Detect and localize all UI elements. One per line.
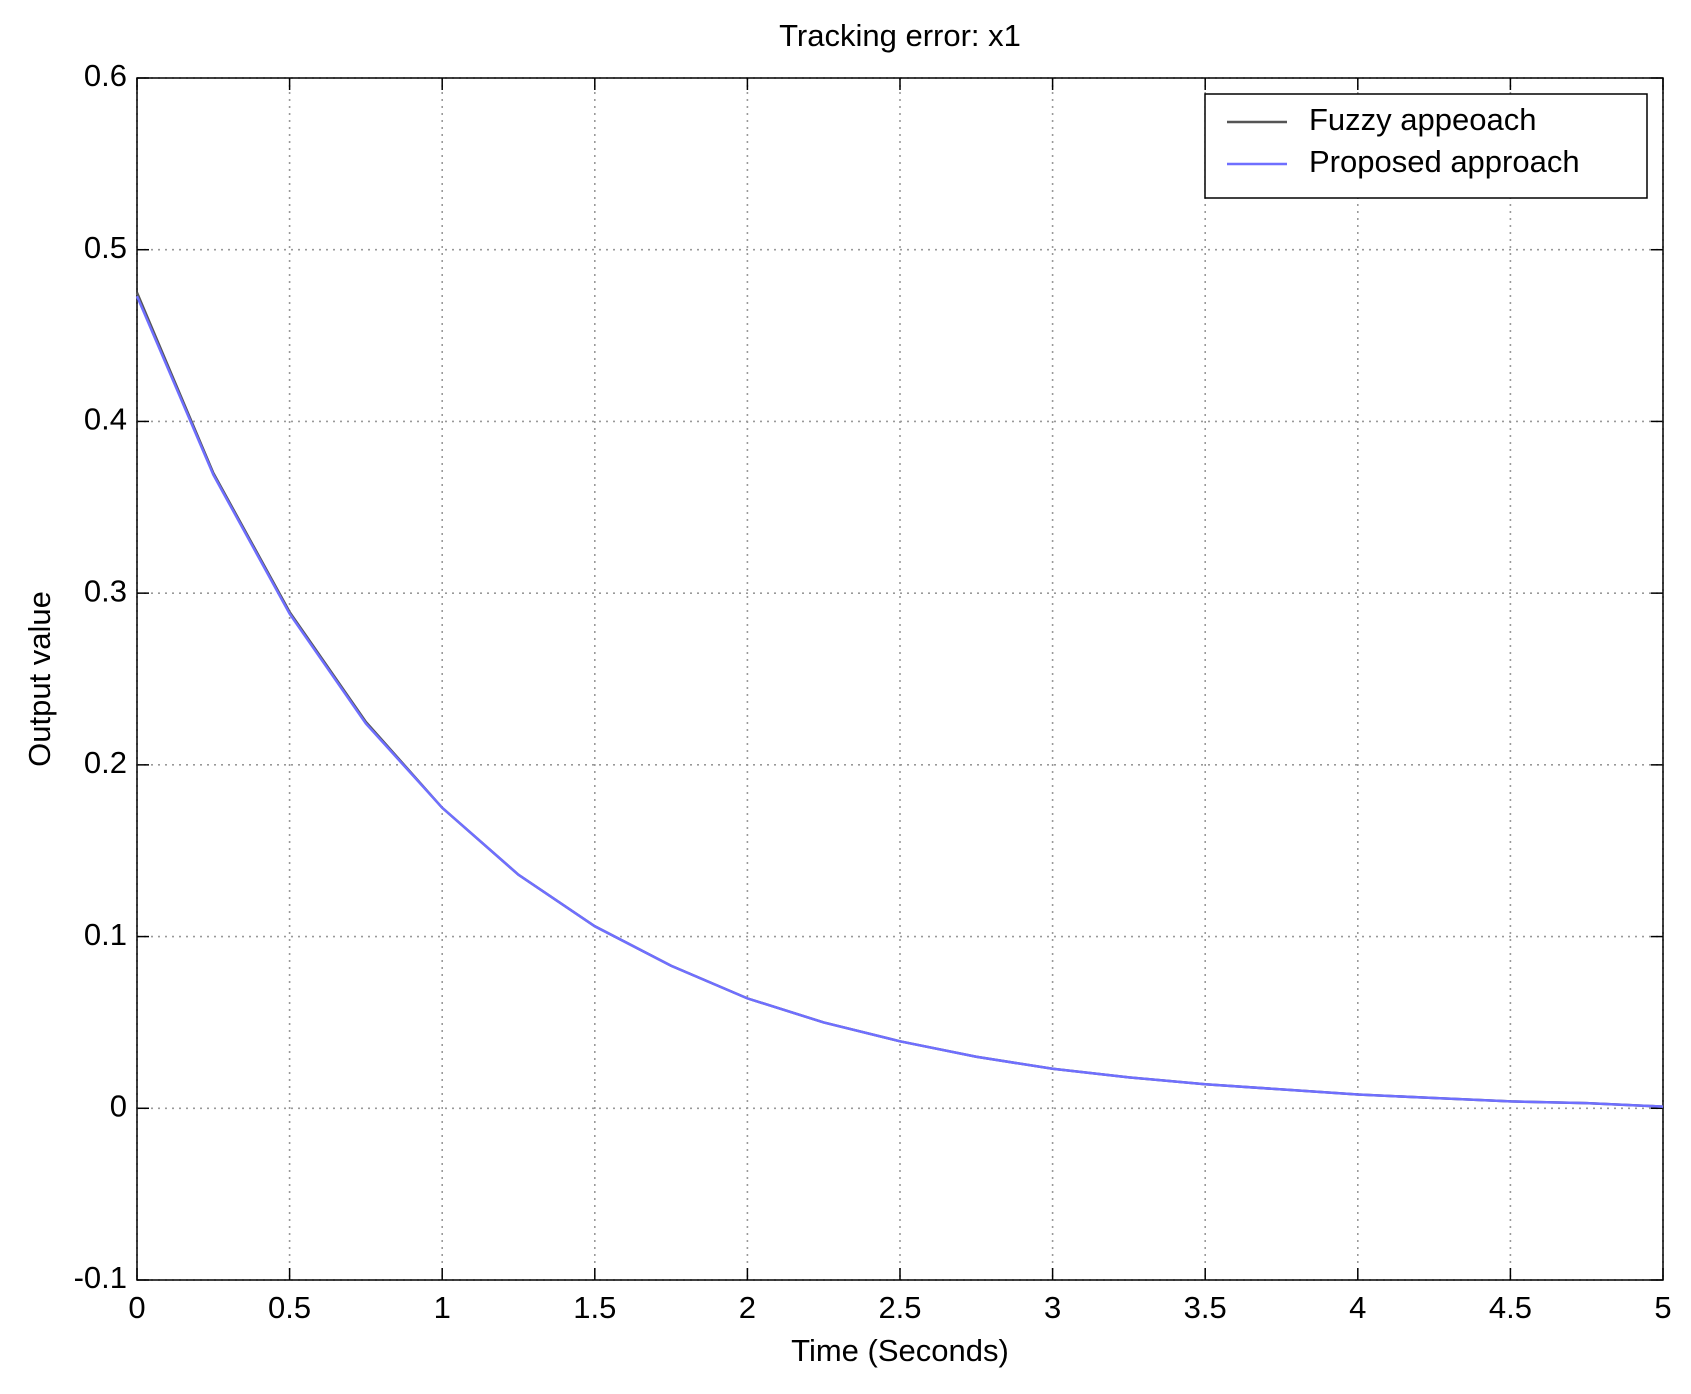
x-tick-label: 3 bbox=[1044, 1290, 1061, 1325]
y-tick-label: 0.5 bbox=[84, 230, 127, 265]
x-tick-label: 2.5 bbox=[878, 1290, 921, 1325]
x-tick-label: 5 bbox=[1654, 1290, 1671, 1325]
x-tick-label: 2 bbox=[739, 1290, 756, 1325]
x-tick-label: 3.5 bbox=[1184, 1290, 1227, 1325]
chart-title: Tracking error: x1 bbox=[779, 18, 1021, 53]
x-tick-label: 1 bbox=[434, 1290, 451, 1325]
x-tick-label: 0.5 bbox=[268, 1290, 311, 1325]
y-tick-label: 0.3 bbox=[84, 573, 127, 608]
y-tick-label: 0.2 bbox=[84, 745, 127, 780]
y-tick-label: 0 bbox=[110, 1088, 127, 1123]
plot-frame bbox=[136, 77, 1664, 1281]
y-tick-label: 0.1 bbox=[84, 917, 127, 952]
x-tick-label: 4 bbox=[1349, 1290, 1366, 1325]
legend-box bbox=[1204, 93, 1648, 199]
x-axis-label: Time (Seconds) bbox=[791, 1333, 1009, 1368]
x-tick-label: 0 bbox=[128, 1290, 145, 1325]
y-tick-label: 0.4 bbox=[84, 402, 127, 437]
y-axis-label: Output value bbox=[22, 591, 57, 767]
y-tick-label: 0.6 bbox=[84, 58, 127, 93]
legend-label: Fuzzy appeoach bbox=[1309, 102, 1536, 137]
y-tick-label: -0.1 bbox=[74, 1260, 127, 1295]
data-line bbox=[135, 295, 1664, 1108]
x-tick-label: 4.5 bbox=[1489, 1290, 1532, 1325]
x-tick-label: 1.5 bbox=[573, 1290, 616, 1325]
legend-label: Proposed approach bbox=[1309, 144, 1580, 179]
